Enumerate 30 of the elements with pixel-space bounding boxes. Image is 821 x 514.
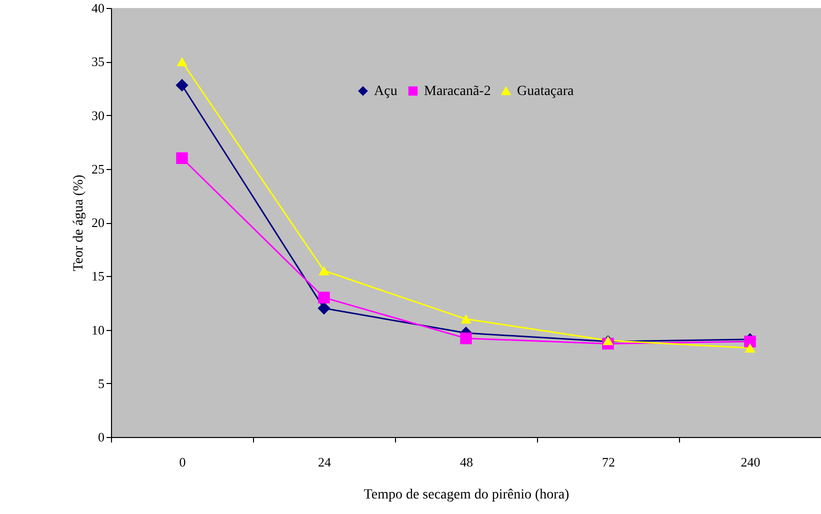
point [318, 292, 330, 304]
x-tick-label: 0 [179, 454, 186, 470]
x-tick-label: 24 [318, 454, 332, 470]
point [460, 314, 472, 324]
y-tick-label: 10 [92, 322, 104, 338]
y-tick-label: 25 [92, 161, 104, 176]
point [744, 336, 756, 348]
y-tick-label: 15 [92, 268, 104, 284]
y-axis-title: Teor de água (%) [72, 174, 86, 272]
point [176, 78, 188, 92]
y-tick-label: 30 [92, 108, 104, 123]
point [602, 336, 614, 346]
x-tick-label: 240 [740, 454, 760, 470]
point [460, 332, 472, 344]
x-tick-label: 72 [602, 454, 615, 470]
y-tick-label: 0 [98, 430, 104, 444]
y-tick-label: 40 [92, 0, 104, 16]
x-tick-label: 48 [460, 454, 473, 470]
point [318, 302, 330, 315]
point [176, 56, 188, 66]
y-tick-label: 5 [98, 376, 104, 391]
point [176, 152, 188, 164]
legend-label: Guataçara [517, 84, 575, 99]
y-tick-label: 20 [92, 215, 104, 230]
legend-label: Açu [374, 84, 398, 99]
legend-label: Maracanã-2 [424, 84, 491, 99]
x-axis-title: Tempo de secagem do pirênio (hora) [364, 488, 570, 502]
point [744, 343, 756, 353]
point [318, 266, 330, 276]
y-tick-label: 35 [92, 54, 104, 70]
